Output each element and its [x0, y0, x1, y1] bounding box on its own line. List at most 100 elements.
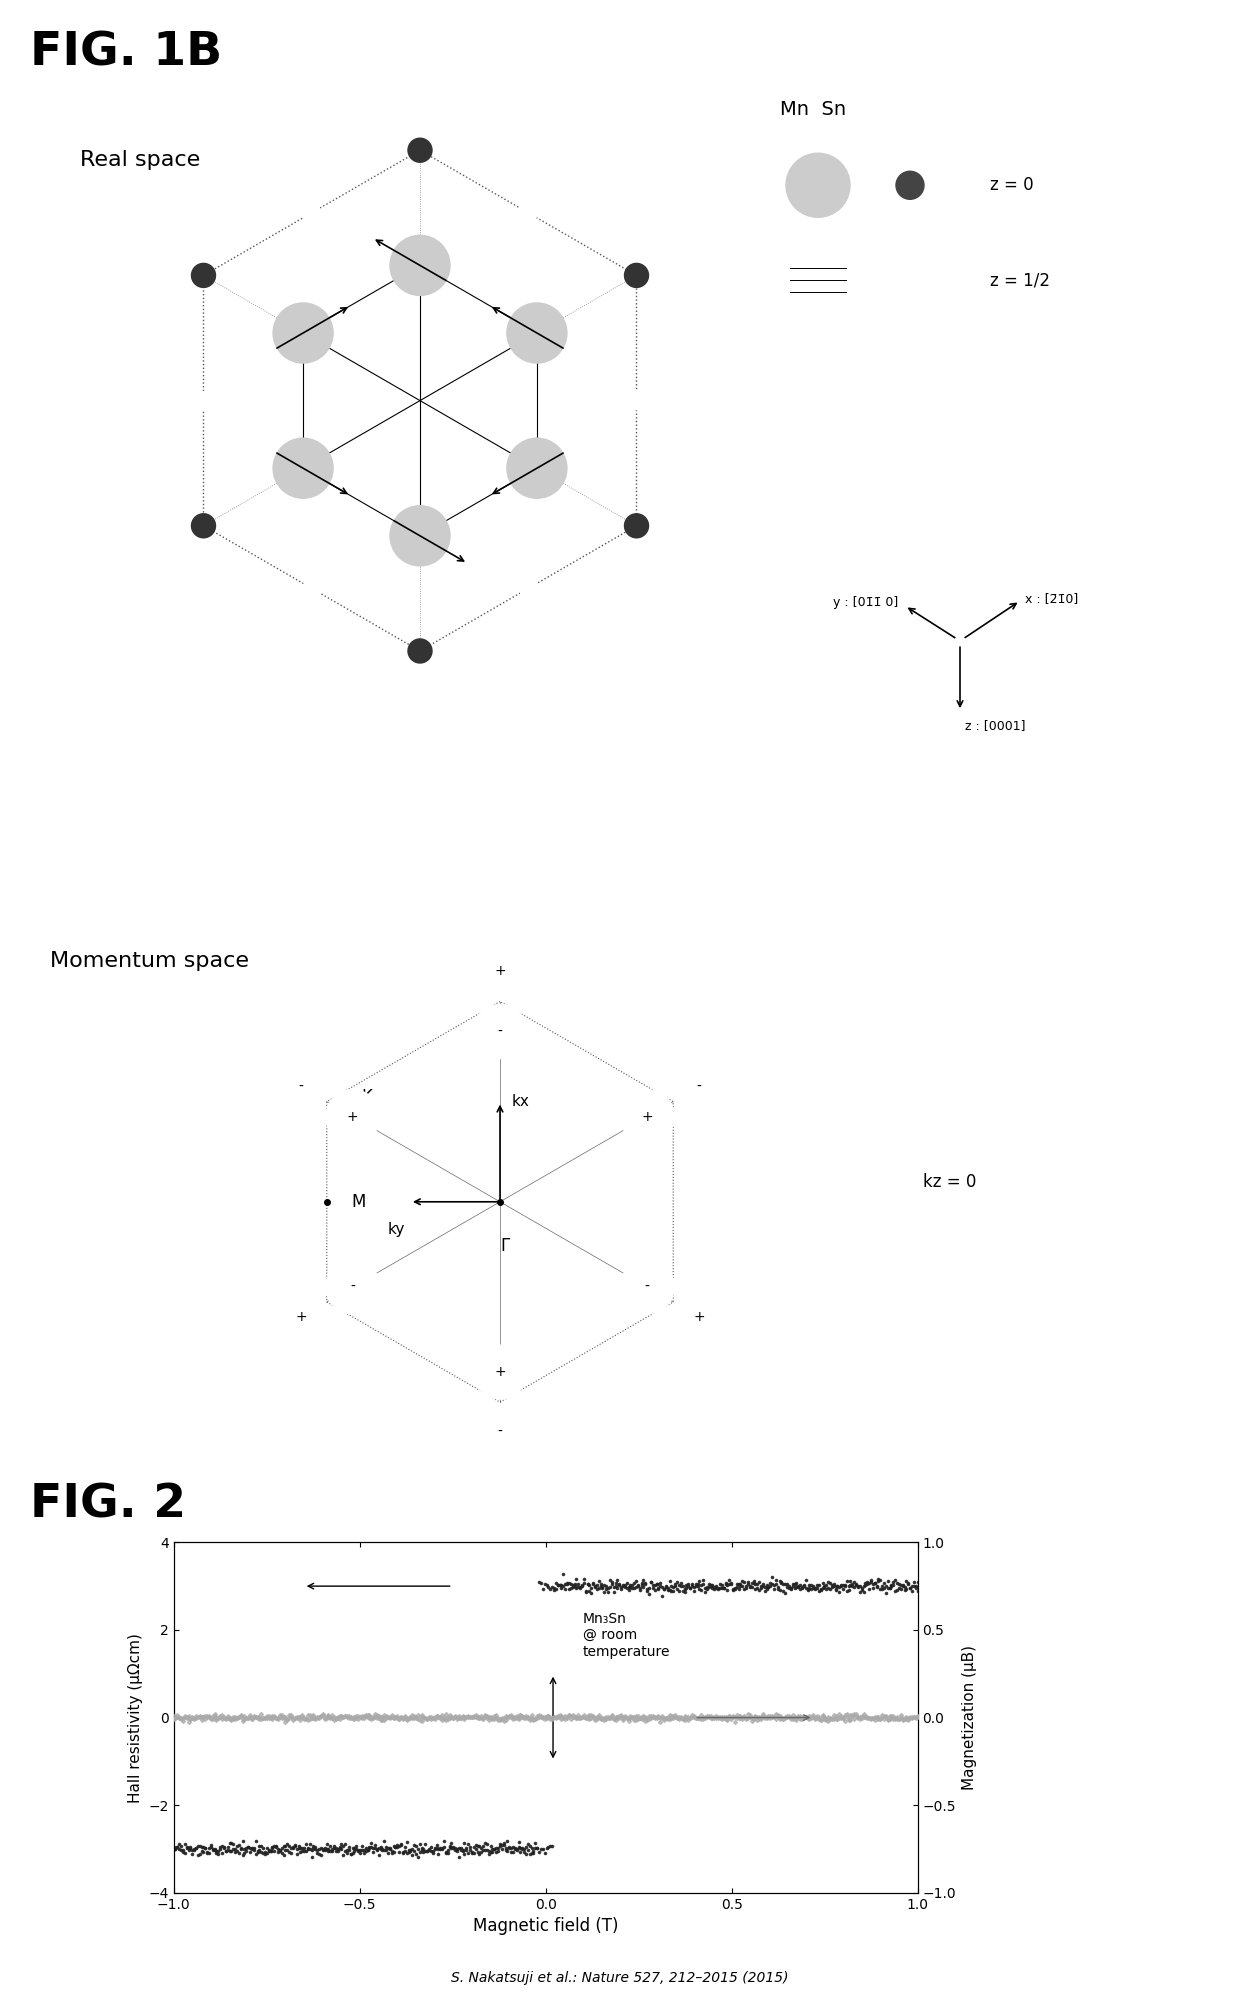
Point — [560, 1703, 580, 1735]
Point — [175, 1701, 195, 1733]
Point — [342, 1703, 362, 1735]
Point — [583, 1699, 603, 1731]
Point — [740, 1699, 760, 1731]
Point — [646, 1701, 666, 1733]
Point — [770, 1574, 790, 1606]
Point — [500, 1831, 520, 1863]
Point — [559, 1566, 579, 1598]
Point — [512, 1833, 532, 1865]
Point — [624, 1701, 644, 1733]
Point — [760, 1703, 780, 1735]
Point — [342, 1833, 362, 1865]
Point — [339, 1703, 358, 1735]
Point — [175, 1829, 195, 1861]
Point — [167, 1701, 187, 1733]
Point — [692, 1699, 712, 1731]
Y-axis label: Hall resistivity (μΩcm): Hall resistivity (μΩcm) — [128, 1632, 143, 1803]
Point — [229, 1701, 249, 1733]
Point — [818, 1572, 838, 1604]
Point — [842, 1568, 862, 1600]
Point — [233, 1705, 253, 1737]
Point — [186, 1703, 206, 1735]
Circle shape — [303, 204, 321, 222]
Point — [481, 1701, 501, 1733]
Point — [376, 1703, 396, 1735]
Text: Γ: Γ — [501, 1236, 510, 1254]
Point — [645, 1574, 665, 1606]
Point — [715, 1703, 735, 1735]
Point — [352, 1835, 372, 1867]
Point — [600, 1703, 620, 1735]
Point — [252, 1703, 272, 1735]
Point — [304, 1703, 324, 1735]
Point — [522, 1837, 542, 1869]
Point — [526, 1703, 546, 1735]
Point — [779, 1570, 799, 1602]
Point — [219, 1703, 239, 1735]
Point — [305, 1703, 325, 1735]
Point — [675, 1705, 694, 1737]
Point — [804, 1701, 823, 1733]
Point — [699, 1570, 719, 1602]
Point — [637, 1705, 657, 1737]
Point — [264, 1701, 284, 1733]
Circle shape — [273, 439, 334, 499]
Point — [908, 1701, 928, 1733]
Point — [671, 1570, 691, 1602]
Point — [231, 1699, 250, 1731]
Point — [556, 1568, 575, 1600]
Point — [174, 1703, 193, 1735]
Point — [283, 1831, 303, 1863]
Point — [738, 1566, 758, 1598]
Point — [529, 1701, 549, 1733]
Point — [404, 1703, 424, 1735]
Point — [677, 1568, 697, 1600]
Point — [642, 1701, 662, 1733]
Point — [667, 1701, 687, 1733]
Point — [205, 1833, 224, 1865]
Point — [715, 1566, 735, 1598]
Point — [848, 1701, 868, 1733]
Point — [579, 1574, 599, 1606]
Point — [200, 1701, 219, 1733]
Point — [363, 1833, 383, 1865]
Point — [409, 1837, 429, 1869]
Point — [815, 1703, 835, 1735]
Point — [319, 1699, 339, 1731]
Point — [501, 1699, 521, 1731]
Point — [770, 1703, 790, 1735]
Point — [441, 1827, 461, 1859]
Point — [466, 1699, 486, 1731]
Point — [371, 1831, 391, 1863]
Point — [678, 1570, 698, 1602]
Point — [281, 1699, 301, 1731]
Point — [785, 1572, 805, 1604]
Point — [241, 1835, 260, 1867]
Point — [744, 1566, 764, 1598]
Point — [759, 1570, 779, 1602]
Point — [278, 1703, 298, 1735]
Point — [611, 1572, 631, 1604]
Point — [520, 1705, 539, 1737]
Point — [601, 1566, 621, 1598]
Point — [740, 1701, 760, 1733]
Point — [549, 1568, 569, 1600]
Point — [781, 1703, 801, 1735]
Point — [708, 1703, 728, 1735]
Point — [293, 1833, 312, 1865]
Point — [656, 1703, 676, 1735]
Point — [646, 1703, 666, 1735]
Point — [227, 1831, 247, 1863]
Point — [697, 1701, 717, 1733]
Point — [794, 1570, 813, 1602]
Point — [229, 1829, 249, 1861]
Point — [898, 1566, 918, 1598]
Point — [208, 1835, 228, 1867]
Point — [703, 1703, 723, 1735]
Point — [789, 1570, 808, 1602]
Point — [751, 1701, 771, 1733]
Point — [268, 1835, 288, 1867]
Circle shape — [472, 1004, 527, 1058]
Point — [678, 1705, 698, 1737]
Point — [330, 1831, 350, 1863]
